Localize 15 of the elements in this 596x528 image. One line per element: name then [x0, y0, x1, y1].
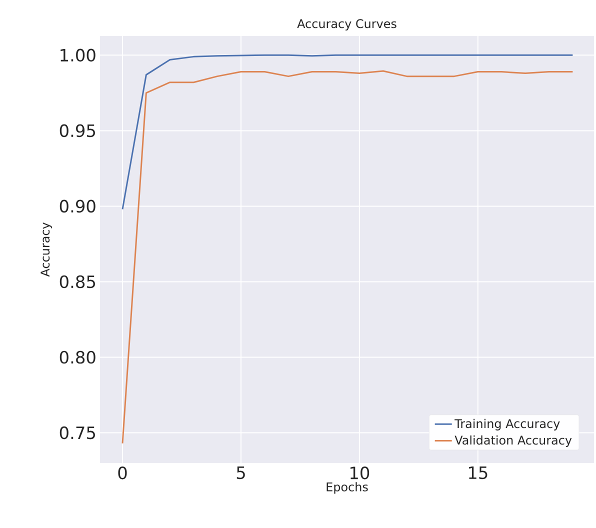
y-axis-title: Accuracy: [40, 222, 52, 277]
x-tick-label: 10: [350, 466, 370, 480]
y-tick-label: 0.95: [60, 124, 95, 138]
y-tick-label: 0.75: [60, 426, 95, 440]
y-tick-label: 0.85: [60, 275, 95, 288]
x-tick-label: 15: [468, 466, 488, 480]
legend-label: Validation Accuracy: [454, 435, 572, 447]
legend-label: Training Accuracy: [454, 418, 560, 430]
x-tick-label: 0: [118, 466, 127, 480]
chart-title: Accuracy Curves: [297, 19, 396, 30]
x-axis-title: Epochs: [326, 482, 368, 494]
y-tick-label: 0.80: [60, 350, 96, 364]
x-tick-label: 5: [236, 466, 245, 480]
y-tick-label: 0.90: [60, 200, 96, 213]
y-tick-label: 1.00: [60, 48, 96, 62]
